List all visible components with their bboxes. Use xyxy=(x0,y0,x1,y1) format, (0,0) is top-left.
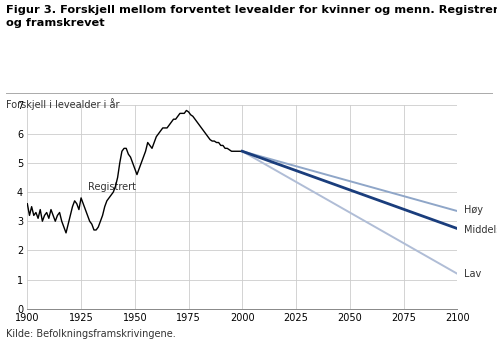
Text: Kilde: Befolkningsframskrivingene.: Kilde: Befolkningsframskrivingene. xyxy=(6,329,176,339)
Text: Middels: Middels xyxy=(464,225,497,235)
Text: Høy: Høy xyxy=(464,204,483,215)
Text: Lav: Lav xyxy=(464,269,481,279)
Text: Forskjell i levealder i år: Forskjell i levealder i år xyxy=(6,98,119,110)
Text: Figur 3. Forskjell mellom forventet levealder for kvinner og menn. Registrert
og: Figur 3. Forskjell mellom forventet leve… xyxy=(6,5,497,27)
Text: Registrert: Registrert xyxy=(87,182,136,192)
